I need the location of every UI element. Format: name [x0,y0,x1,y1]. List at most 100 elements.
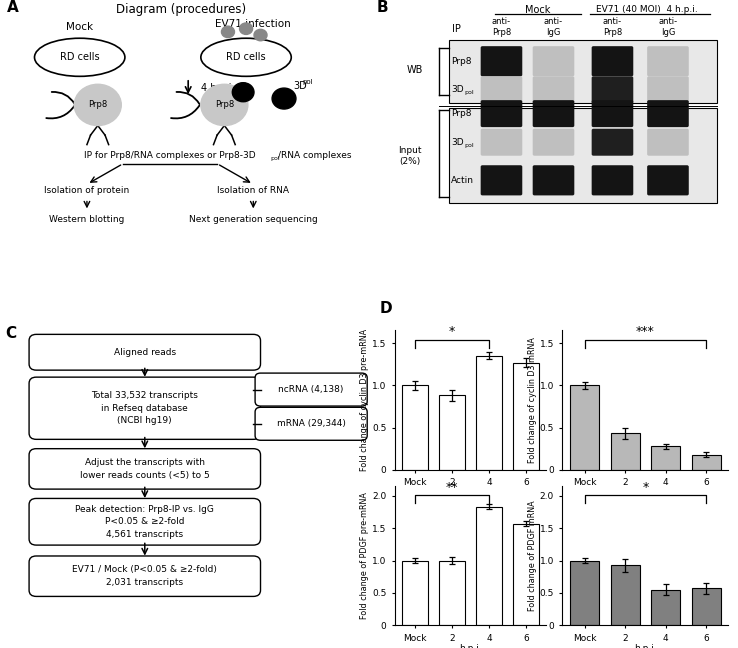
FancyBboxPatch shape [480,100,523,127]
FancyBboxPatch shape [533,129,574,156]
FancyBboxPatch shape [29,377,261,439]
FancyBboxPatch shape [29,556,261,596]
FancyBboxPatch shape [29,334,261,370]
Bar [402,386,428,470]
Bar [476,507,503,625]
FancyBboxPatch shape [533,76,574,103]
Text: EV71 / Mock (P<0.05 & ≥2-fold)
2,031 transcripts: EV71 / Mock (P<0.05 & ≥2-fold) 2,031 tra… [72,566,217,587]
Text: Next generation sequencing: Next generation sequencing [189,214,317,224]
Bar [476,356,503,470]
Text: ***: *** [636,325,655,338]
Text: 3D: 3D [451,85,463,94]
FancyBboxPatch shape [592,129,633,156]
Text: Prp8: Prp8 [451,56,472,65]
Circle shape [75,84,121,126]
FancyBboxPatch shape [29,448,261,489]
Text: 3D: 3D [293,81,307,91]
FancyBboxPatch shape [480,129,523,156]
FancyBboxPatch shape [480,76,523,103]
Circle shape [201,84,248,126]
Text: anti-
Prp8: anti- Prp8 [603,17,622,37]
Text: Western blotting: Western blotting [49,214,125,224]
Text: Diagram (procedures): Diagram (procedures) [116,3,246,16]
Text: B: B [376,0,388,15]
Text: anti-
IgG: anti- IgG [658,17,677,37]
Text: D: D [380,301,393,316]
FancyBboxPatch shape [592,46,633,76]
Text: Mock: Mock [66,22,93,32]
Text: Prp8: Prp8 [215,100,234,110]
FancyBboxPatch shape [533,165,574,196]
Text: mRNA (29,344): mRNA (29,344) [277,419,345,428]
Text: Mock: Mock [525,5,551,15]
Text: Prp8: Prp8 [451,110,472,119]
Circle shape [254,29,267,41]
Circle shape [272,88,296,109]
Text: Aligned reads: Aligned reads [114,348,176,357]
FancyBboxPatch shape [29,498,261,545]
Text: ncRNA (4,138): ncRNA (4,138) [278,385,344,394]
Text: IP: IP [452,24,461,34]
Y-axis label: Fold change of PDGF pre-mRNA: Fold change of PDGF pre-mRNA [360,492,369,619]
Text: pol: pol [464,143,474,148]
X-axis label: h.p.i.: h.p.i. [459,644,482,648]
FancyBboxPatch shape [449,108,717,203]
X-axis label: h.p.i.: h.p.i. [634,644,657,648]
FancyBboxPatch shape [592,165,633,196]
Text: Prp8: Prp8 [88,100,108,110]
Bar [513,363,539,470]
Text: EV71 (40 MOI)  4 h.p.i.: EV71 (40 MOI) 4 h.p.i. [596,5,698,14]
Circle shape [240,23,252,34]
Text: Total 33,532 transcripts
in Refseq database
(NCBI hg19): Total 33,532 transcripts in Refseq datab… [92,391,199,425]
FancyBboxPatch shape [647,100,689,127]
Text: 3D: 3D [451,138,463,147]
Y-axis label: Fold change of PDGF mRNA: Fold change of PDGF mRNA [528,500,537,611]
X-axis label: h.p.i.: h.p.i. [459,489,482,498]
Text: EV71 infection: EV71 infection [215,19,292,29]
Text: RD cells: RD cells [227,52,266,62]
FancyBboxPatch shape [533,100,574,127]
Bar [610,434,640,470]
Text: pol: pol [271,156,280,161]
Text: anti-
IgG: anti- IgG [544,17,563,37]
Bar [570,561,599,625]
Bar [692,588,721,625]
FancyBboxPatch shape [449,40,717,103]
Circle shape [221,26,235,38]
Text: pol: pol [464,90,474,95]
Bar [402,561,428,625]
Text: *: * [449,325,455,338]
FancyBboxPatch shape [592,100,633,127]
Y-axis label: Fold change of cyclin D3 mRNA: Fold change of cyclin D3 mRNA [528,337,537,463]
Text: **: ** [446,481,458,494]
Bar [610,565,640,625]
FancyBboxPatch shape [647,165,689,196]
Text: *: * [642,481,649,494]
Text: IP for Prp8/RNA complexes or Prp8-3D: IP for Prp8/RNA complexes or Prp8-3D [84,151,256,160]
FancyBboxPatch shape [480,165,523,196]
FancyBboxPatch shape [592,76,633,103]
Text: WB: WB [407,65,423,75]
X-axis label: h.p.i.: h.p.i. [634,489,657,498]
Text: Peak detection: Prp8-IP vs. IgG
P<0.05 & ≥2-fold
4,561 transcripts: Peak detection: Prp8-IP vs. IgG P<0.05 &… [75,505,214,538]
FancyBboxPatch shape [480,46,523,76]
FancyBboxPatch shape [533,46,574,76]
Circle shape [232,83,254,102]
Text: Isolation of RNA: Isolation of RNA [217,186,289,195]
Text: Input
(2%): Input (2%) [398,146,421,166]
Text: C: C [6,326,17,341]
Y-axis label: Fold change of cyclin D3 pre-mRNA: Fold change of cyclin D3 pre-mRNA [360,329,369,471]
Text: pol: pol [302,79,313,86]
Text: Adjust the transcripts with
lower reads counts (<5) to 5: Adjust the transcripts with lower reads … [80,458,210,480]
FancyBboxPatch shape [255,373,368,406]
Text: RD cells: RD cells [60,52,100,62]
Bar [513,524,539,625]
Text: anti-
Prp8: anti- Prp8 [492,17,511,37]
Bar [438,395,466,470]
Bar [570,386,599,470]
Bar [651,446,680,470]
Text: Actin: Actin [451,176,475,185]
Bar [692,455,721,470]
Text: 4 h.p.i.: 4 h.p.i. [201,84,235,93]
Bar [651,590,680,625]
